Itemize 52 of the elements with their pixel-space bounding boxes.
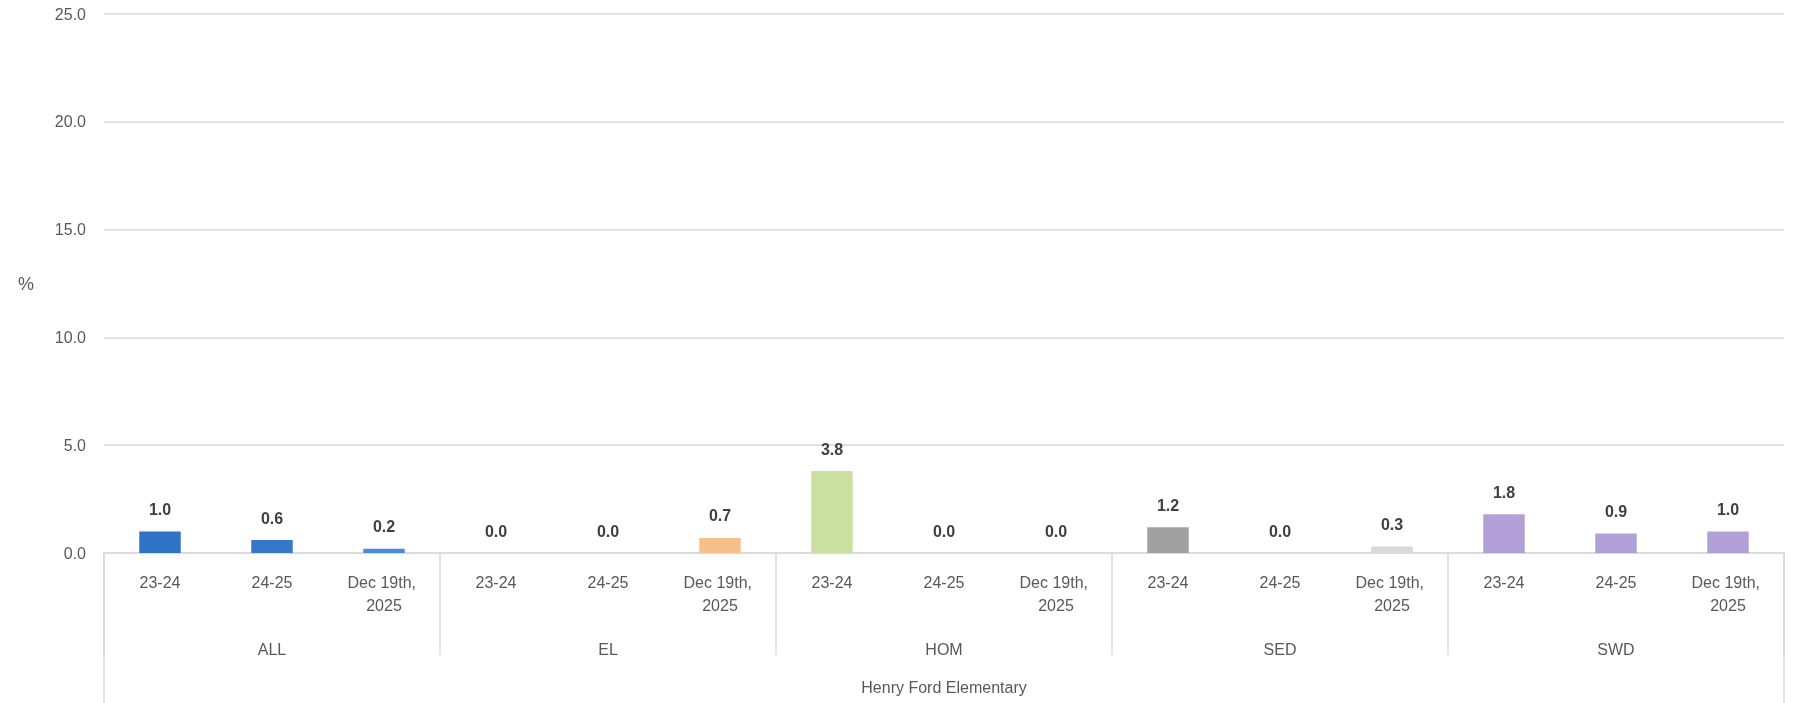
y-tick-label: 20.0 (54, 113, 87, 131)
x-tick-label: Dec 19th, 2025 (1355, 574, 1429, 614)
bar (811, 471, 853, 553)
data-label: 0.0 (1268, 522, 1292, 540)
x-tick-label: 23-24 (475, 574, 517, 591)
x-tick-label: Dec 19th, 2025 (347, 574, 421, 614)
data-label: 0.6 (260, 509, 284, 527)
data-label: 3.8 (820, 440, 844, 458)
bar (1147, 527, 1189, 553)
y-tick-label: 10.0 (54, 328, 87, 346)
bar (363, 548, 405, 553)
text: HOM (925, 640, 963, 658)
x-tick-label: 24-25 (251, 574, 293, 591)
x-axis-title: Henry Ford Elementary (861, 678, 1027, 696)
data-label: 0.0 (1044, 522, 1068, 540)
bar (139, 531, 181, 553)
bar (699, 537, 741, 553)
data-label: 1.0 (1716, 500, 1740, 518)
y-axis-title: % (17, 273, 34, 294)
data-label: 0.3 (1380, 516, 1404, 534)
text: SWD (1597, 640, 1635, 658)
x-tick-label: 24-25 (1595, 574, 1637, 591)
data-label: 0.0 (932, 522, 956, 540)
x-tick-label: 23-24 (139, 574, 181, 591)
bar (1595, 533, 1637, 553)
data-label: 0.7 (708, 507, 732, 525)
x-tick-label: 24-25 (587, 574, 629, 591)
x-tick-label: 23-24 (1483, 574, 1525, 591)
data-label: 0.0 (484, 522, 508, 540)
bar (1707, 531, 1749, 553)
bar (251, 540, 293, 553)
data-label: 0.2 (372, 518, 396, 536)
y-tick-label: 5.0 (63, 436, 87, 454)
text: ALL (257, 640, 287, 658)
text: EL (598, 640, 618, 658)
data-label: 0.9 (1604, 503, 1628, 521)
x-tick-label: 24-25 (923, 574, 965, 591)
x-tick-label: 24-25 (1259, 574, 1301, 591)
data-label: 1.2 (1156, 496, 1180, 514)
x-tick-label: 23-24 (811, 574, 853, 591)
data-label: 1.0 (148, 500, 172, 518)
data-label: 0.0 (596, 522, 620, 540)
bar (1483, 514, 1525, 553)
text: SED (1263, 640, 1297, 658)
y-tick-label: 0.0 (63, 544, 87, 562)
x-tick-label: 23-24 (1147, 574, 1189, 591)
x-tick-label: Dec 19th, 2025 (1019, 574, 1093, 614)
x-tick-label: Dec 19th, 2025 (683, 574, 757, 614)
y-tick-label: 15.0 (54, 221, 87, 239)
x-tick-label: Dec 19th, 2025 (1691, 574, 1765, 614)
data-label: 1.8 (1492, 483, 1516, 501)
y-tick-label: 25.0 (54, 5, 87, 23)
